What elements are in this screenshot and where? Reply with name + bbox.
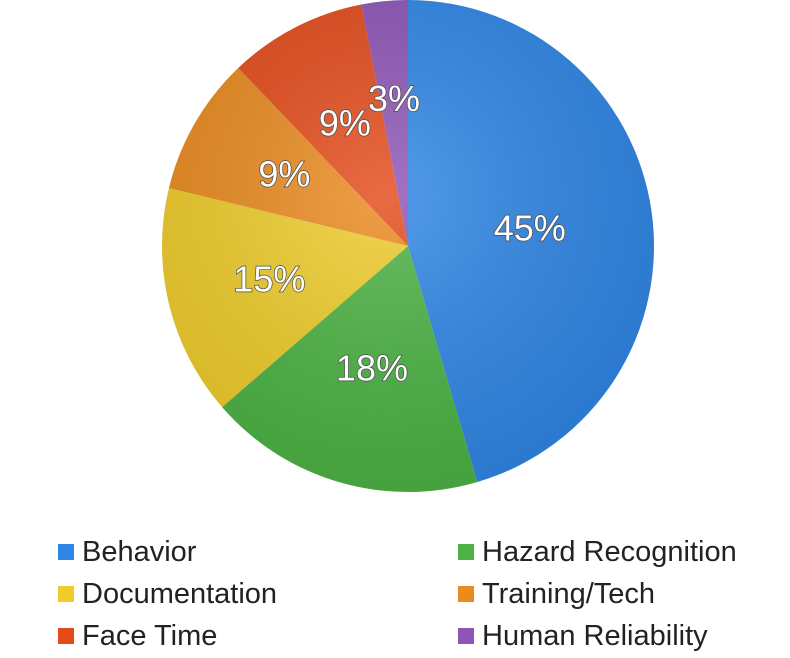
legend-label: Face Time [82, 619, 218, 652]
data-label-training-tech: 9% [258, 154, 310, 195]
legend-item-training-tech: Training/Tech [458, 574, 655, 614]
legend-item-documentation: Documentation [58, 574, 277, 614]
legend-item-behavior: Behavior [58, 532, 196, 572]
legend-item-hazard-recognition: Hazard Recognition [458, 532, 737, 572]
data-label-documentation: 15% [233, 259, 305, 300]
legend-label: Human Reliability [482, 619, 708, 652]
legend-item-human-reliability: Human Reliability [458, 616, 708, 656]
legend-swatch [458, 628, 474, 644]
legend-swatch [58, 544, 74, 560]
legend-item-face-time: Face Time [58, 616, 217, 656]
legend-swatch [58, 628, 74, 644]
legend-swatch [458, 544, 474, 560]
legend-label: Documentation [82, 577, 278, 610]
legend-swatch [58, 586, 74, 602]
legend-label: Behavior [82, 535, 197, 568]
data-label-behavior: 45% [494, 207, 566, 248]
legend-swatch [458, 586, 474, 602]
data-label-human-reliability: 3% [368, 78, 420, 119]
legend-label: Hazard Recognition [482, 535, 737, 568]
legend-label: Training/Tech [482, 577, 656, 610]
data-label-hazard-recognition: 18% [336, 348, 408, 389]
data-label-face-time: 9% [319, 103, 371, 144]
